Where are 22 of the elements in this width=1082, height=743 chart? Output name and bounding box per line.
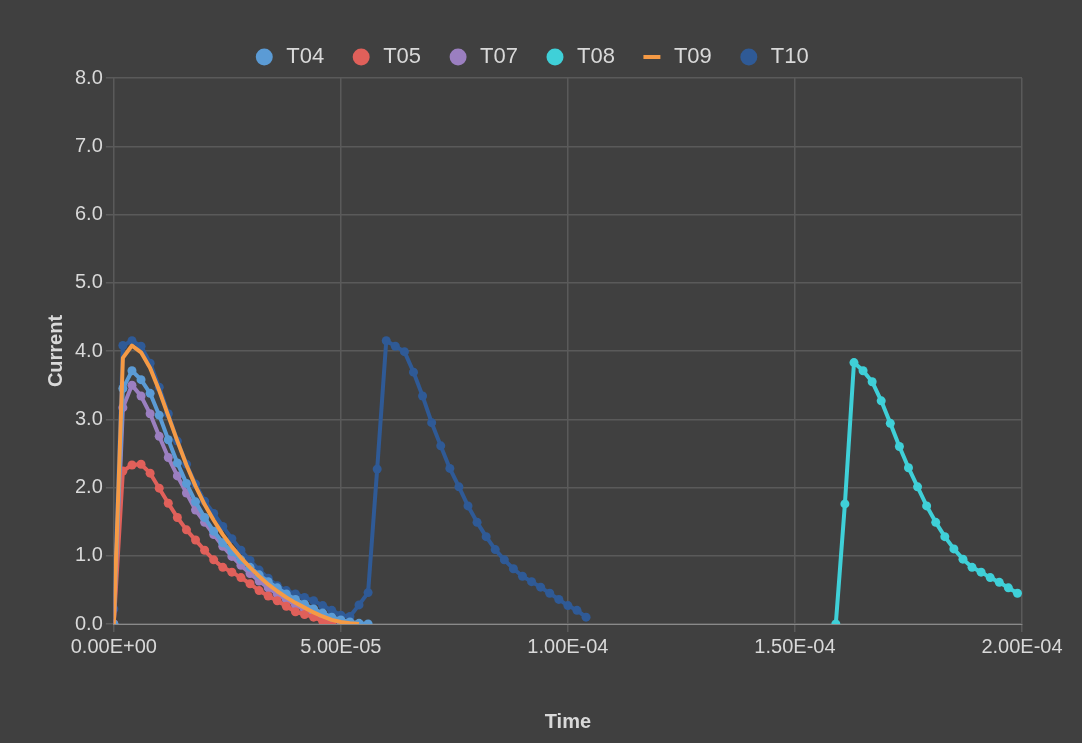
legend-label: T04 [286,43,325,69]
legend-label: T07 [480,43,519,69]
y-tick-label: 1.0 [74,543,103,566]
y-tick-label: 4.0 [74,338,103,361]
legend-label: T09 [673,43,712,69]
legend-label: T05 [383,43,422,69]
y-tick-label: 5.0 [74,270,103,293]
x-tick-label: 1.50E-04 [754,634,836,657]
x-tick-label: 1.00E-04 [527,634,609,657]
y-tick-label: 7.0 [74,133,103,156]
y-tick-label: 3.0 [74,406,103,429]
y-tick-label: 2.0 [74,475,103,498]
x-tick-label: 2.00E-04 [981,634,1063,657]
x-tick-label: 0.00E+00 [70,634,157,657]
y-tick-label: 0.0 [74,611,103,634]
x-tick-label: 5.00E-05 [300,634,382,657]
legend-label: T10 [770,43,809,69]
y-axis-title: Current [43,314,66,388]
x-axis-title: Time [544,709,592,732]
y-tick-label: 6.0 [74,202,103,225]
y-tick-label: 8.0 [74,65,103,88]
legend-label: T08 [577,43,615,69]
